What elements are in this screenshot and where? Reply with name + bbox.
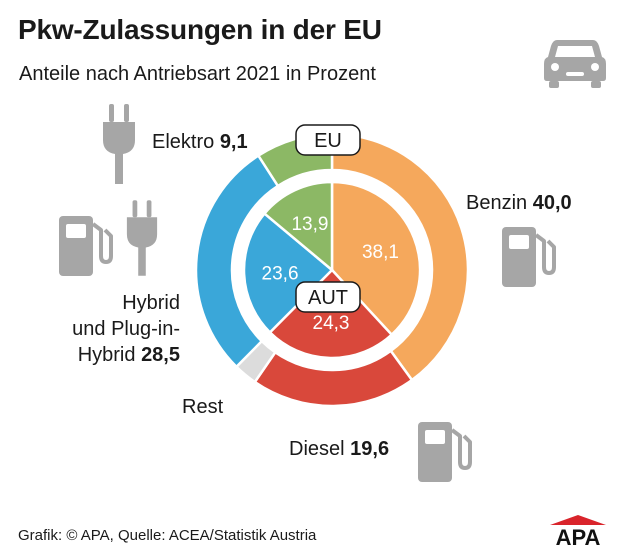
source-footer: Grafik: © APA, Quelle: ACEA/Statistik Au…	[18, 527, 317, 544]
aut-center-label-box	[295, 281, 361, 313]
label-benzin: Benzin 40,0	[466, 192, 572, 214]
label-diesel: Diesel 19,6	[289, 438, 390, 460]
aut-slice-benzin	[330, 180, 422, 337]
car-icon	[544, 40, 606, 88]
eu-center-label: EU	[314, 130, 342, 152]
fuel-pump-icon	[502, 227, 556, 287]
chart-title: Pkw-Zulassungen in der EU	[18, 14, 382, 45]
plug-icon	[126, 200, 158, 276]
aut-center-label: AUT	[308, 287, 348, 309]
aut-value-label-hybrid-und-plug-in-hybrid: 23,6	[262, 263, 299, 284]
label-elektro: Elektro 9,1	[152, 131, 248, 153]
fuel-pump-icon	[418, 422, 472, 482]
aut-value-label-elektro: 13,9	[291, 214, 328, 235]
apa-logo: APA	[544, 515, 612, 547]
fuel-pump-icon	[59, 216, 113, 276]
aut-value-label-benzin: 38,1	[362, 242, 399, 263]
label-rest: Rest	[182, 396, 224, 418]
chart-subtitle: Anteile nach Antriebsart 2021 in Prozent	[19, 63, 376, 85]
ring-separator	[232, 170, 432, 370]
eu-center-label-box	[295, 124, 361, 156]
aut-value-label-diesel: 24,3	[313, 313, 350, 334]
aut-slice-elektro	[262, 180, 334, 273]
aut-slice-hybrid-und-plug-in-hybrid	[242, 211, 334, 335]
svg-text:APA: APA	[556, 525, 601, 547]
label-hybrid: Hybrid und Plug-in- Hybrid 28,5	[72, 292, 180, 366]
plug-icon	[103, 104, 135, 184]
aut-slice-diesel	[268, 268, 394, 360]
